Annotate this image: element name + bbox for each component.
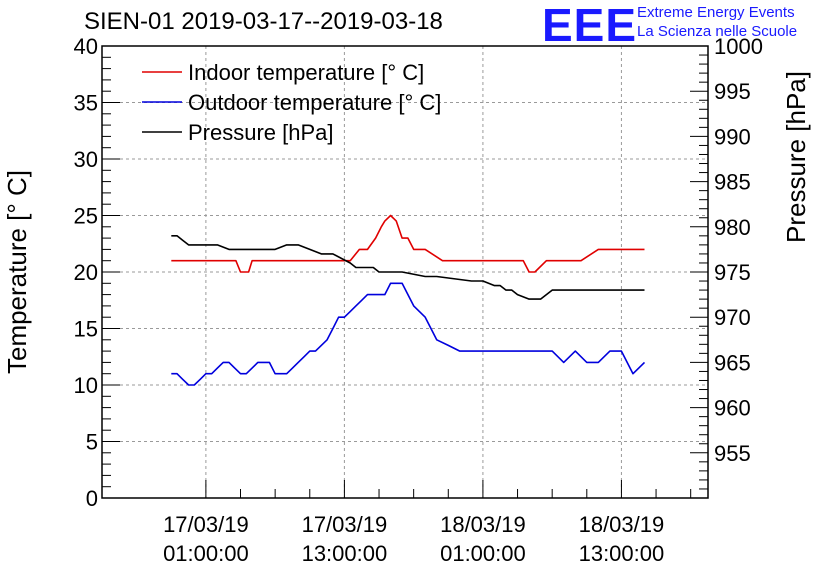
y-tick-label-right: 975 (714, 260, 751, 285)
x-tick-label-time: 01:00:00 (440, 541, 526, 566)
logo-line-2: La Scienza nelle Scuole (637, 23, 798, 40)
y-tick-label-right: 980 (714, 215, 751, 240)
y-tick-label-right: 1000 (714, 34, 763, 59)
y-tick-label-left: 10 (74, 373, 98, 398)
x-tick-label-date: 18/03/19 (579, 512, 665, 537)
x-tick-label-time: 01:00:00 (163, 541, 249, 566)
series-outdoor-temperature (171, 282, 646, 386)
legend-label-indoor: Indoor temperature [° C] (188, 60, 424, 85)
axes: 0 5 10 15 20 25 30 35 40 955 960 965 970 975 980 985 990… (74, 34, 763, 566)
x-tick-label-time: 13:00:00 (579, 541, 665, 566)
y-tick-label-right: 985 (714, 170, 751, 195)
x-tick-label-date: 17/03/19 (163, 512, 249, 537)
y-tick-label-right: 955 (714, 441, 751, 466)
eee-logo: EEE (542, 0, 638, 51)
series-lines (171, 214, 646, 386)
y-tick-label-right: 995 (714, 79, 751, 104)
y-tick-label-right: 990 (714, 124, 751, 149)
y-tick-label-left: 5 (86, 430, 98, 455)
y-axis-label-right: Pressure [hPa] (781, 71, 811, 243)
legend-label-outdoor: Outdoor temperature [° C] (188, 90, 441, 115)
legend: Indoor temperature [° C] Outdoor tempera… (142, 60, 441, 145)
series-indoor-temperature (171, 214, 645, 273)
y-tick-label-left: 20 (74, 260, 98, 285)
x-tick-label-date: 18/03/19 (440, 512, 526, 537)
y-tick-label-left: 15 (74, 317, 98, 342)
y-tick-label-right: 970 (714, 305, 751, 330)
x-tick-label-time: 13:00:00 (302, 541, 388, 566)
logo-line-1: Extreme Energy Events (637, 4, 795, 21)
y-tick-label-right: 965 (714, 350, 751, 375)
series-pressure (171, 235, 645, 300)
x-tick-label-date: 17/03/19 (302, 512, 388, 537)
y-tick-label-left: 40 (74, 34, 98, 59)
legend-label-pressure: Pressure [hPa] (188, 120, 334, 145)
y-tick-label-left: 30 (74, 147, 98, 172)
y-axis-label-left: Temperature [° C] (2, 170, 32, 374)
chart-title: SIEN-01 2019-03-17--2019-03-18 (84, 8, 443, 35)
y-tick-label-left: 25 (74, 204, 98, 229)
y-tick-label-left: 0 (86, 486, 98, 511)
y-tick-label-right: 960 (714, 396, 751, 421)
y-tick-label-left: 35 (74, 91, 98, 116)
